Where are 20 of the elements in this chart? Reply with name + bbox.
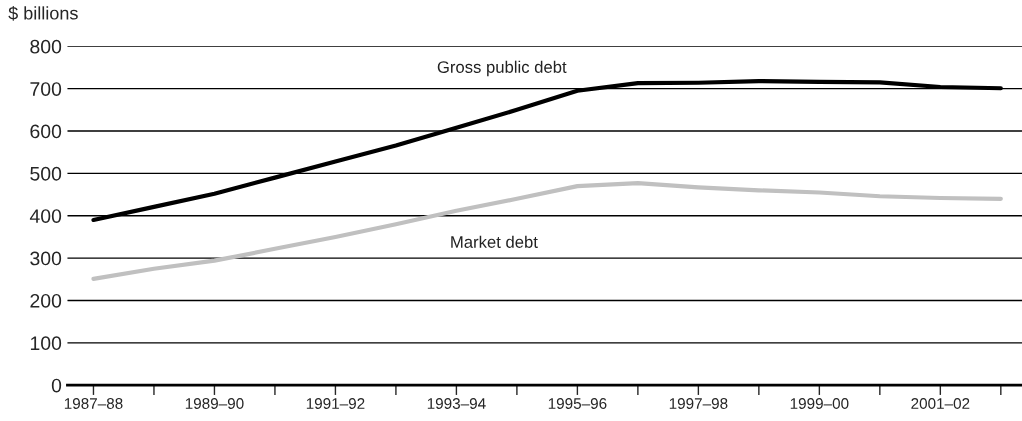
- x-tick-label: 1999–00: [790, 398, 849, 409]
- x-tick-label: 2001–02: [911, 398, 970, 409]
- x-tick-label: 1993–94: [427, 398, 486, 409]
- y-tick-label: 400: [29, 209, 62, 223]
- series-label: Market debt: [451, 235, 538, 248]
- y-tick-label: 700: [30, 82, 62, 96]
- y-axis-title: $ billions: [8, 6, 78, 21]
- y-tick-label: 600: [30, 124, 62, 139]
- y-tick-label: 500: [30, 166, 62, 181]
- x-tick-label: 1989–90: [185, 398, 244, 409]
- y-tick-label: 100: [30, 336, 62, 351]
- series-label: Gross public debt: [437, 60, 567, 77]
- y-tick-label: 800: [30, 39, 62, 54]
- y-tick-label: 200: [30, 293, 62, 308]
- x-tick-label: 1995–96: [548, 398, 607, 409]
- x-tick-label: 1997–98: [669, 398, 728, 409]
- y-tick-label: 300: [30, 251, 62, 266]
- x-tick-label: 1987–88: [64, 398, 123, 409]
- y-tick-label: 0: [51, 378, 62, 393]
- x-tick-label: 1991–92: [306, 398, 365, 409]
